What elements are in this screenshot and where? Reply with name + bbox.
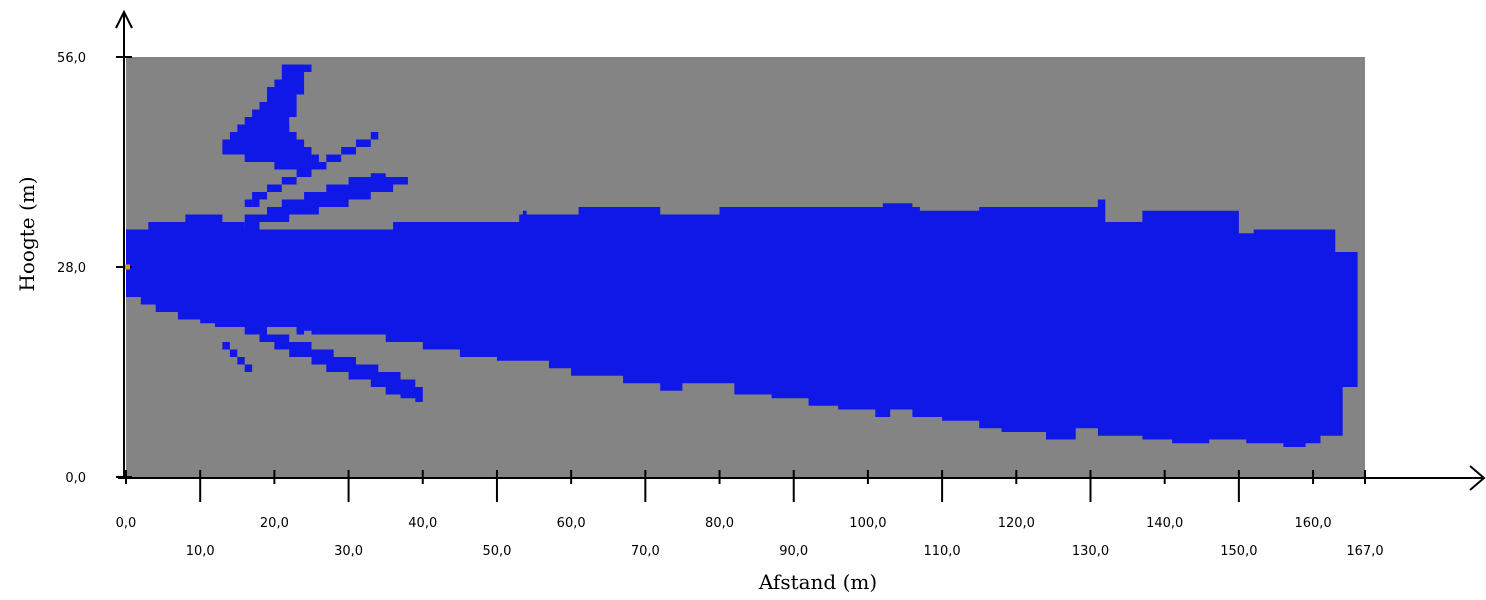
x-axis-title: Afstand (m) [758,570,877,594]
x-tick-label: 50,0 [482,544,511,559]
x-tick-label: 110,0 [923,544,960,559]
y-axis-title: Hoogte (m) [15,176,39,291]
coverage-streak [311,327,319,335]
x-tick-label: 80,0 [705,516,734,531]
x-tick-label: 20,0 [260,516,289,531]
x-tick-label: 160,0 [1294,516,1331,531]
main-coverage-region [126,199,1358,447]
coverage-streak [252,199,260,207]
coverage-streak [222,319,423,402]
y-tick-label: 0,0 [65,471,86,486]
x-tick-label: 150,0 [1220,544,1257,559]
coverage-streak [222,342,253,372]
x-tick-label: 140,0 [1146,516,1183,531]
y-axis-arrow-icon [115,9,133,29]
source-marker [125,264,130,270]
x-tick-label: 90,0 [779,544,808,559]
x-ticks: 0,0 20,0 40,0 60,0 80,0 100,0 120,0 140,0 160,0 1… [116,470,1384,559]
x-axis-arrow-icon [1469,465,1486,491]
x-tick-label: 167,0 [1346,544,1383,559]
coverage-streak [296,327,305,335]
axes [115,9,1486,491]
x-tick-label: 30,0 [334,544,363,559]
coverage-regions [126,64,1358,447]
coverage-streak [244,173,408,230]
y-ticks: 0,0 28,0 56,0 [57,51,132,486]
x-tick-label: 100,0 [849,516,886,531]
y-tick-label: 56,0 [57,51,86,66]
x-tick-label: 10,0 [186,544,215,559]
coverage-streak [244,323,267,335]
coverage-streak [244,132,379,207]
x-tick-label: 40,0 [408,516,437,531]
coverage-streak [244,64,312,162]
x-tick-label: 60,0 [557,516,586,531]
x-tick-label: 70,0 [631,544,660,559]
y-tick-label: 28,0 [57,261,86,276]
x-tick-label: 0,0 [116,516,137,531]
x-tick-label: 130,0 [1072,544,1109,559]
x-tick-label: 120,0 [998,516,1035,531]
